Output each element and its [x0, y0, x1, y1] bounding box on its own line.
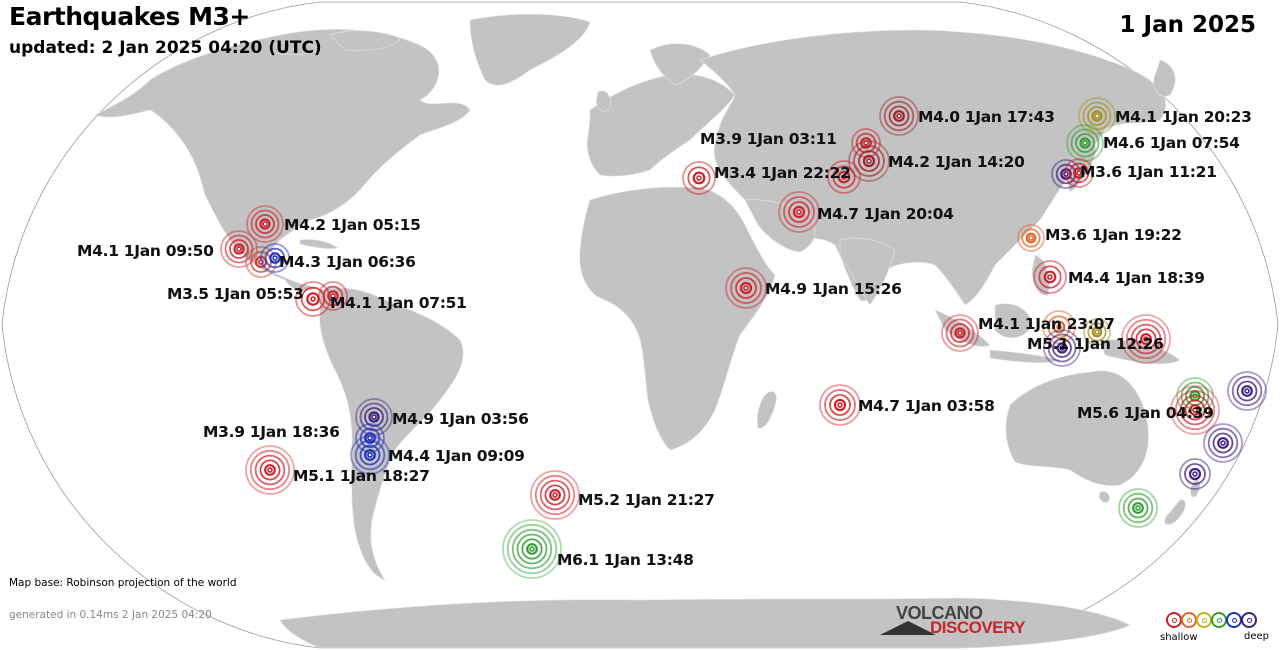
legend-shallow-label: shallow — [1160, 632, 1198, 643]
quake-marker[interactable] — [1064, 158, 1094, 188]
north-america — [94, 28, 471, 291]
quake-markers — [220, 96, 1267, 579]
quake-marker[interactable] — [827, 160, 861, 194]
quake-label[interactable]: M4.6 1Jan 07:54 — [1103, 134, 1240, 152]
quake-label[interactable]: M5.2 1Jan 21:27 — [578, 491, 715, 509]
quake-label[interactable]: M4.9 1Jan 15:26 — [765, 280, 902, 298]
quake-marker[interactable] — [502, 519, 562, 579]
quake-marker[interactable] — [245, 445, 295, 495]
quake-marker[interactable] — [530, 470, 580, 520]
depth-color-scale — [1166, 612, 1257, 628]
africa — [579, 186, 776, 451]
logo-text-volcano: VOLCANO — [896, 603, 983, 623]
australia — [1005, 370, 1149, 486]
quake-label[interactable]: M3.4 1Jan 22:22 — [714, 164, 851, 182]
quake-marker[interactable] — [778, 191, 820, 233]
quake-label[interactable]: M3.9 1Jan 18:36 — [203, 423, 340, 441]
depth-swatch-icon — [1241, 612, 1257, 628]
quake-label[interactable]: M4.2 1Jan 14:20 — [888, 153, 1025, 171]
quake-marker[interactable] — [1179, 458, 1211, 490]
quake-label[interactable]: M5.6 1Jan 04:39 — [1077, 404, 1214, 422]
page-title: Earthquakes M3+ — [9, 2, 250, 31]
quake-label[interactable]: M4.1 1Jan 07:51 — [330, 294, 467, 312]
quake-marker[interactable] — [941, 314, 979, 352]
quake-label[interactable]: M4.1 1Jan 09:50 — [77, 242, 214, 260]
depth-swatch-icon — [1166, 612, 1182, 628]
quake-marker[interactable] — [355, 423, 385, 453]
quake-marker[interactable] — [1017, 224, 1045, 252]
quake-label[interactable]: M6.1 1Jan 13:48 — [557, 551, 694, 569]
quake-marker[interactable] — [1078, 97, 1116, 135]
quake-marker[interactable] — [1033, 260, 1067, 294]
south-america — [319, 287, 464, 581]
quake-label[interactable]: M4.4 1Jan 09:09 — [388, 447, 525, 465]
quake-marker[interactable] — [1170, 385, 1220, 435]
generated-note: generated in 0.14ms 2 Jan 2025 04:20 — [9, 609, 212, 621]
quake-label[interactable]: M3.9 1Jan 03:11 — [700, 130, 837, 148]
depth-swatch-icon — [1181, 612, 1197, 628]
updated-timestamp: updated: 2 Jan 2025 04:20 (UTC) — [9, 38, 322, 58]
quake-label[interactable]: M5.1 1Jan 12:26 — [1027, 335, 1164, 353]
quake-marker[interactable] — [1042, 310, 1076, 344]
quake-marker[interactable] — [1083, 318, 1111, 346]
quake-label[interactable]: M4.9 1Jan 03:56 — [392, 410, 529, 428]
quake-label[interactable]: M3.6 1Jan 19:22 — [1045, 226, 1182, 244]
quake-label[interactable]: M3.6 1Jan 11:21 — [1080, 163, 1217, 181]
quake-marker[interactable] — [1118, 488, 1158, 528]
quake-marker[interactable] — [1227, 371, 1267, 411]
depth-legend: shallow deep — [1160, 610, 1270, 646]
map-date: 1 Jan 2025 — [1119, 12, 1256, 38]
quake-label[interactable]: M4.0 1Jan 17:43 — [918, 108, 1055, 126]
quake-marker[interactable] — [725, 267, 767, 309]
quake-marker[interactable] — [246, 205, 284, 243]
depth-swatch-icon — [1226, 612, 1242, 628]
quake-label[interactable]: M4.3 1Jan 06:36 — [279, 253, 416, 271]
depth-swatch-icon — [1196, 612, 1212, 628]
legend-deep-label: deep — [1244, 631, 1269, 642]
landmasses — [94, 13, 1200, 649]
quake-marker[interactable] — [260, 243, 290, 273]
map-base-note: Map base: Robinson projection of the wor… — [9, 577, 237, 589]
quake-marker[interactable] — [819, 384, 861, 426]
volcano-icon — [880, 621, 936, 635]
quake-marker[interactable] — [848, 140, 890, 182]
quake-label[interactable]: M4.1 1Jan 23:07 — [978, 315, 1115, 333]
volcano-discovery-logo[interactable]: VOLCANO DISCOVERY — [880, 603, 1030, 639]
quake-marker[interactable] — [879, 96, 919, 136]
greenland — [469, 13, 591, 86]
quake-label[interactable]: M4.1 1Jan 20:23 — [1115, 108, 1252, 126]
antarctica — [279, 597, 1131, 649]
quake-marker[interactable] — [682, 161, 716, 195]
quake-label[interactable]: M3.5 1Jan 05:53 — [167, 285, 304, 303]
quake-label[interactable]: M5.1 1Jan 18:27 — [293, 467, 430, 485]
quake-marker[interactable] — [1121, 314, 1171, 364]
quake-marker[interactable] — [350, 435, 390, 475]
quake-label[interactable]: M4.7 1Jan 03:58 — [858, 397, 995, 415]
depth-swatch-icon — [1211, 612, 1227, 628]
logo-text-discovery: DISCOVERY — [930, 618, 1026, 637]
quake-marker[interactable] — [1203, 423, 1243, 463]
quake-label[interactable]: M4.4 1Jan 18:39 — [1068, 269, 1205, 287]
quake-marker[interactable] — [1043, 329, 1081, 367]
quake-marker[interactable] — [318, 281, 348, 311]
asia — [699, 29, 1166, 306]
quake-label[interactable]: M4.2 1Jan 05:15 — [284, 216, 421, 234]
quake-label[interactable]: M4.7 1Jan 20:04 — [817, 205, 954, 223]
